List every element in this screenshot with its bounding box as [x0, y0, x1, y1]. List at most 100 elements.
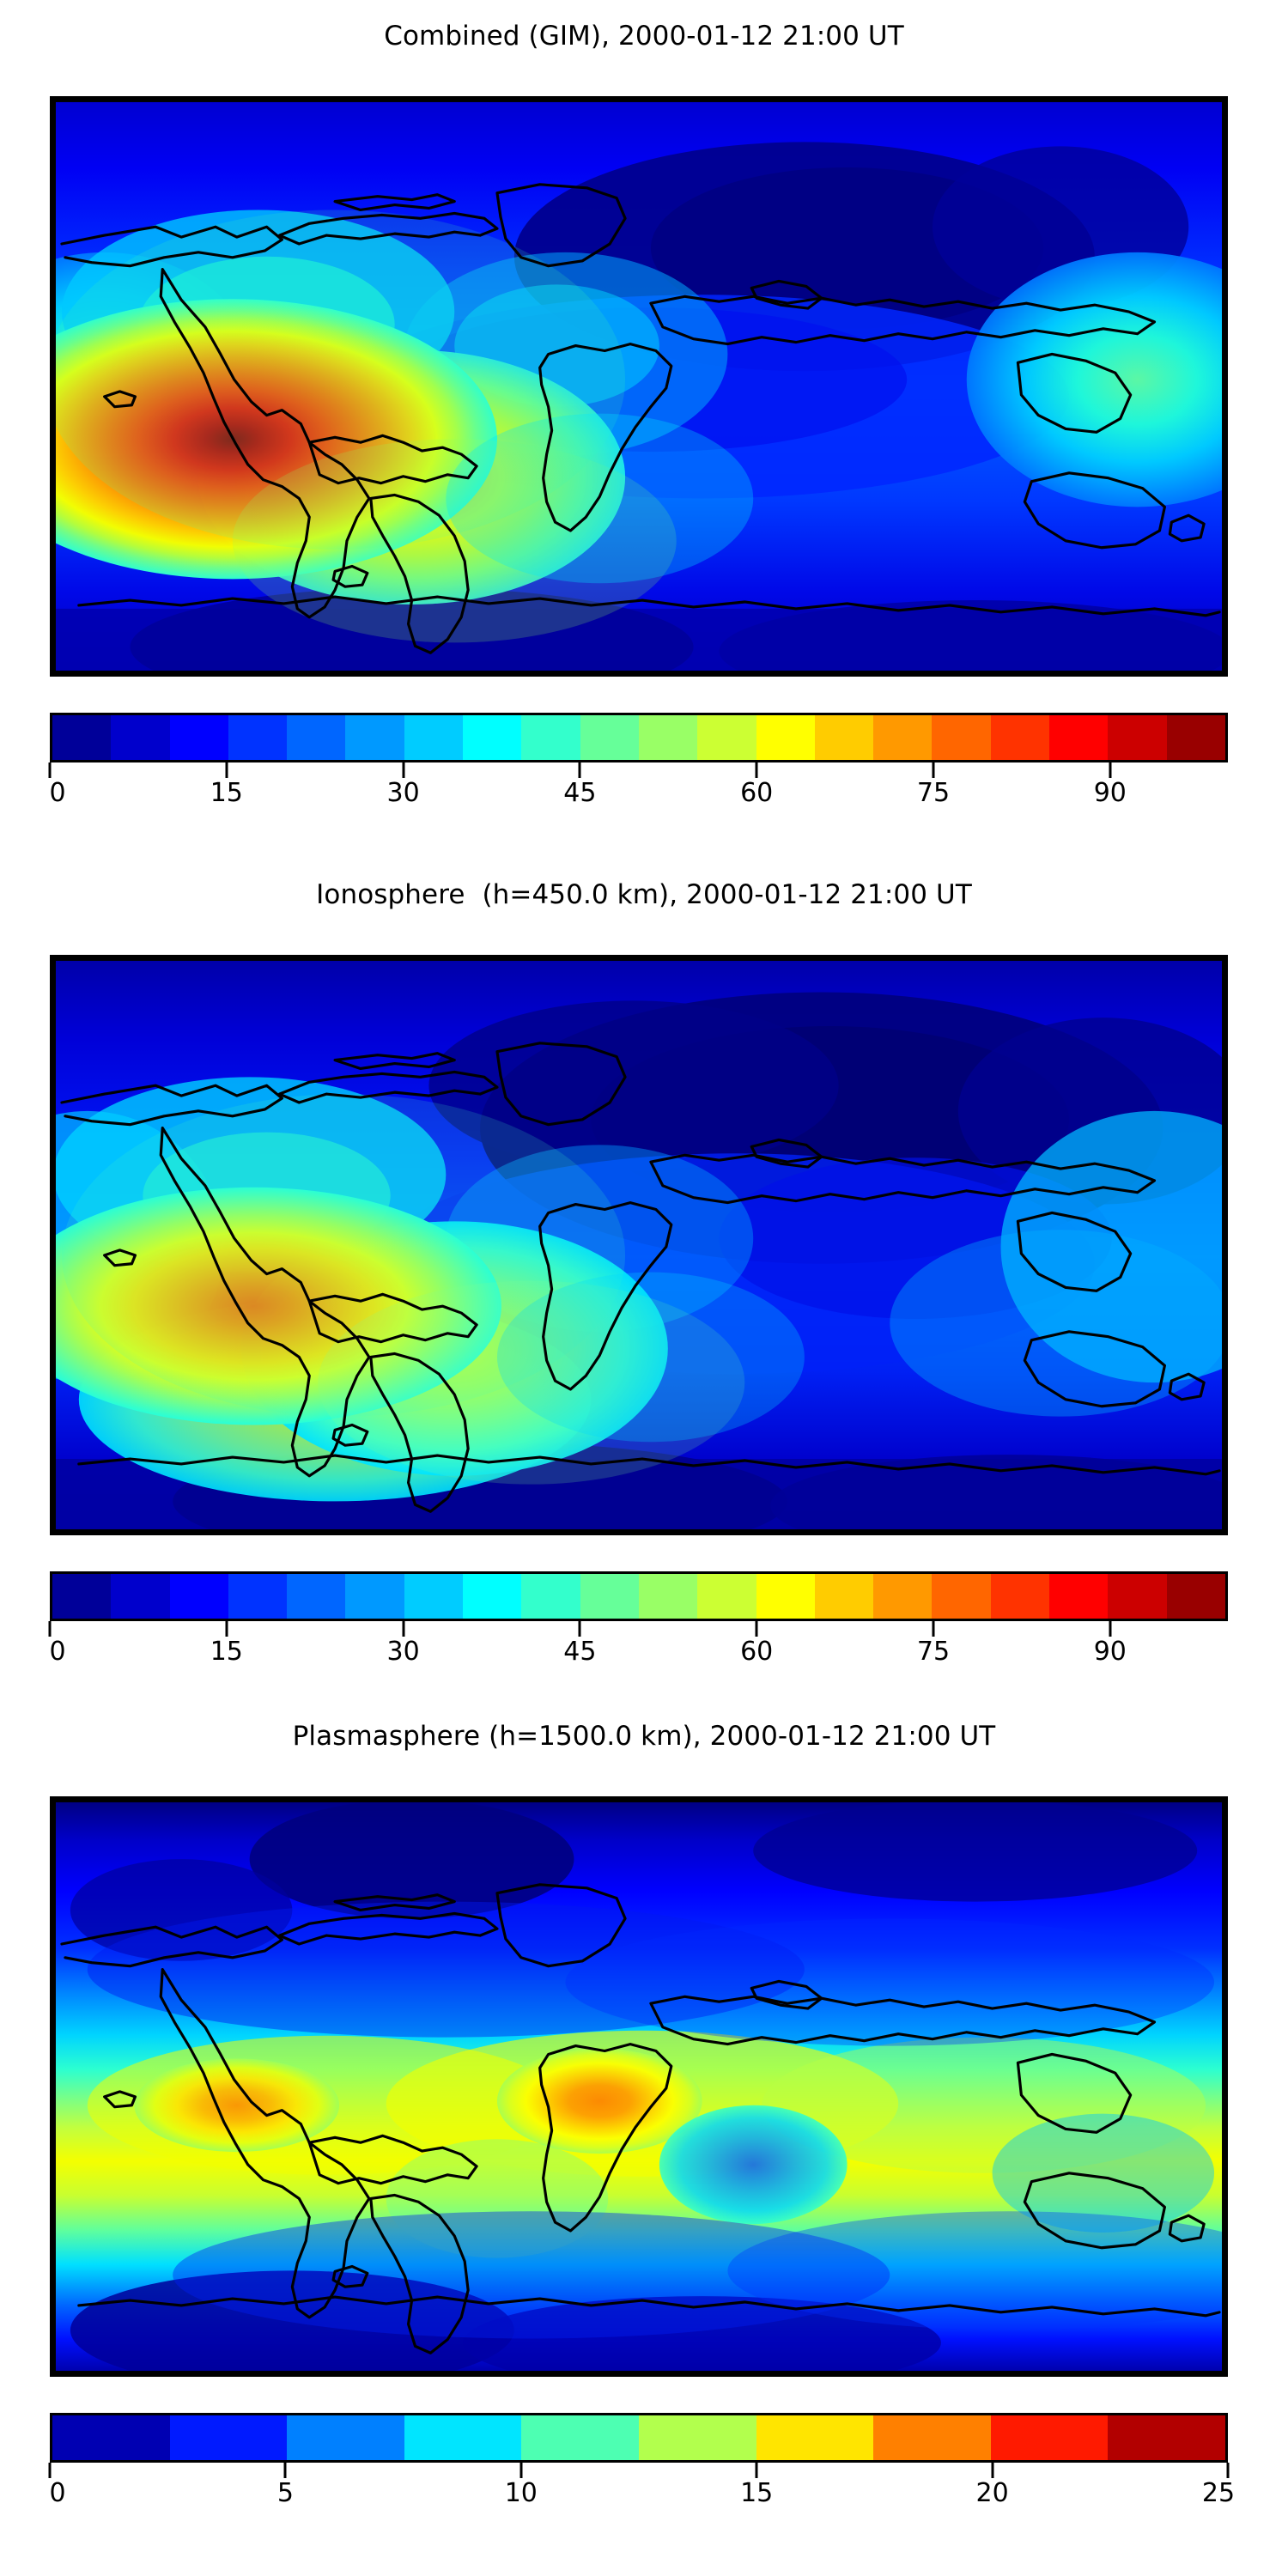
colorbar-band: [111, 1574, 170, 1619]
colorbar-band: [1166, 715, 1225, 760]
colorbar-band: [404, 2415, 522, 2460]
colorbar-tick: [519, 2463, 523, 2478]
colorbar-band: [463, 715, 522, 760]
colorbar-band: [1108, 1574, 1167, 1619]
colorbar-band: [638, 1574, 698, 1619]
colorbar-tick-label: 0: [49, 2478, 66, 2508]
colorbar-band: [52, 715, 112, 760]
colorbar-tick: [1109, 762, 1112, 778]
colorbar-band: [169, 2415, 288, 2460]
colorbar-band: [1166, 1574, 1225, 1619]
colorbar-band: [638, 2415, 756, 2460]
colorbar-band: [990, 2415, 1109, 2460]
colorbar-band: [1108, 715, 1167, 760]
colorbar-tick-label: 20: [975, 2478, 1009, 2508]
colorbar-tick-label: 90: [1093, 778, 1127, 808]
colorbar-tick-labels: 0 15 30 45 60 75 90: [49, 778, 1228, 817]
colorbar-tick: [1226, 2463, 1230, 2478]
colorbar-gradient[interactable]: [50, 2413, 1228, 2463]
colorbar-tick-label: 5: [276, 2478, 294, 2508]
colorbar-band: [580, 1574, 639, 1619]
colorbar-band: [932, 715, 991, 760]
colorbar-tick: [48, 1621, 52, 1637]
colorbar-combined-gim: 0 15 30 45 60 75 90: [48, 713, 1228, 817]
colorbar-band: [404, 1574, 464, 1619]
colorbar-tick: [578, 762, 581, 778]
colorbar-band: [990, 715, 1050, 760]
colorbar-band: [638, 715, 698, 760]
map-ionosphere[interactable]: [50, 955, 1228, 1535]
colorbar-tick: [578, 1621, 581, 1637]
colorbar-band: [873, 1574, 933, 1619]
colorbar-tick: [755, 2463, 758, 2478]
colorbar-gradient[interactable]: [50, 1571, 1228, 1621]
colorbar-band: [873, 715, 933, 760]
panel-title: Ionosphere (h=450.0 km), 2000-01-12 21:0…: [316, 879, 972, 910]
colorbar-tick: [48, 762, 52, 778]
colorbar-tick: [1109, 1621, 1112, 1637]
colorbar-band: [287, 715, 346, 760]
colorbar-gradient[interactable]: [50, 713, 1228, 762]
colorbar-band: [521, 1574, 580, 1619]
colorbar-band: [521, 715, 580, 760]
colorbar-tick: [402, 762, 405, 778]
colorbar-band: [228, 715, 288, 760]
colorbar-band: [287, 1574, 346, 1619]
colorbar-tick: [755, 1621, 758, 1637]
colorbar-ticks: [48, 2463, 1230, 2478]
colorbar-tick-label: 45: [563, 1637, 597, 1667]
colorbar-tick-label: 60: [740, 778, 774, 808]
colorbar-tick-label: 75: [916, 778, 951, 808]
colorbar-band: [1049, 715, 1109, 760]
colorbar-tick-label: 75: [916, 1637, 951, 1667]
colorbar-band: [814, 715, 874, 760]
colorbar-tick-label: 30: [386, 1637, 420, 1667]
colorbar-tick: [225, 1621, 228, 1637]
colorbar-tick-label: 10: [504, 2478, 538, 2508]
colorbar-band: [52, 2415, 170, 2460]
colorbar-ionosphere: 0 15 30 45 60 75 90: [48, 1571, 1228, 1676]
colorbar-tick: [225, 762, 228, 778]
colorbar-tick: [755, 762, 758, 778]
colorbar-tick-labels: 0 15 30 45 60 75 90: [49, 1637, 1228, 1676]
colorbar-band: [169, 1574, 228, 1619]
colorbar-tick: [932, 1621, 935, 1637]
colorbar-tick: [283, 2463, 287, 2478]
colorbar-band: [463, 1574, 522, 1619]
colorbar-tick-label: 45: [563, 778, 597, 808]
map-combined-gim[interactable]: [50, 96, 1228, 677]
colorbar-band: [756, 1574, 815, 1619]
colorbar-tick: [991, 2463, 994, 2478]
colorbar-plasmasphere: 0 5 10 15 20 25: [48, 2413, 1235, 2518]
colorbar-tick-label: 15: [740, 2478, 774, 2508]
colorbar-ticks: [48, 762, 1228, 778]
colorbar-band: [345, 715, 404, 760]
colorbar-band: [873, 2415, 991, 2460]
colorbar-tick-label: 15: [210, 1637, 243, 1667]
colorbar-tick-label: 25: [1201, 2478, 1236, 2508]
colorbar-band: [345, 1574, 404, 1619]
colorbar-band: [756, 715, 815, 760]
colorbar-band: [169, 715, 228, 760]
colorbar-band: [697, 715, 756, 760]
colorbar-band: [111, 715, 170, 760]
colorbar-band: [990, 1574, 1050, 1619]
colorbar-band: [287, 2415, 404, 2460]
map-plasmasphere[interactable]: [50, 1796, 1228, 2377]
colorbar-band: [1108, 2415, 1225, 2460]
colorbar-tick: [48, 2463, 52, 2478]
colorbar-tick-labels: 0 5 10 15 20 25: [49, 2478, 1235, 2518]
panel-title: Plasmasphere (h=1500.0 km), 2000-01-12 2…: [292, 1721, 996, 1752]
colorbar-tick: [402, 1621, 405, 1637]
colorbar-band: [814, 1574, 874, 1619]
colorbar-tick-label: 0: [49, 778, 66, 808]
colorbar-tick-label: 60: [740, 1637, 774, 1667]
colorbar-band: [932, 1574, 991, 1619]
colorbar-band: [404, 715, 464, 760]
colorbar-band: [52, 1574, 112, 1619]
colorbar-band: [756, 2415, 874, 2460]
panel-title: Combined (GIM), 2000-01-12 21:00 UT: [384, 21, 904, 52]
colorbar-tick: [932, 762, 935, 778]
colorbar-tick-label: 90: [1093, 1637, 1127, 1667]
